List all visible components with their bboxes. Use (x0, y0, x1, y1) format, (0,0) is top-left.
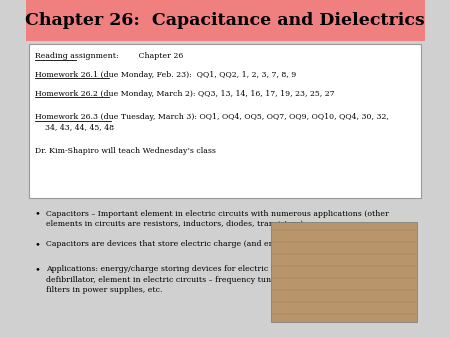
Text: Homework 26.3 (due Tuesday, March 3): OQ1, OQ4, OQ5, OQ7, OQ9, OQ10, QQ4, 30, 32: Homework 26.3 (due Tuesday, March 3): OQ… (36, 113, 389, 131)
Text: Homework 26.1 (due Monday, Feb. 23):  QQ1, QQ2, 1, 2, 3, 7, 8, 9: Homework 26.1 (due Monday, Feb. 23): QQ1… (36, 71, 297, 79)
Text: Capacitors are devices that store electric charge (and energy): Capacitors are devices that store electr… (46, 240, 295, 248)
Text: Applications: energy/charge storing devices for electric flashes,
defibrillator,: Applications: energy/charge storing devi… (46, 265, 324, 294)
Bar (30, 44, 420, 198)
Text: Chapter 26:  Capacitance and Dielectrics: Chapter 26: Capacitance and Dielectrics (25, 12, 425, 29)
Bar (26, 0, 424, 41)
Text: Capacitors – Important element in electric circuits with numerous applications (: Capacitors – Important element in electr… (46, 210, 389, 228)
Text: Homework 26.2 (due Monday, March 2): QQ3, 13, 14, 16, 17, 19, 23, 25, 27: Homework 26.2 (due Monday, March 2): QQ3… (36, 90, 335, 98)
Text: •: • (34, 240, 40, 249)
Bar (271, 222, 417, 322)
Text: Reading assignment:        Chapter 26: Reading assignment: Chapter 26 (36, 52, 184, 61)
Text: •: • (34, 210, 40, 219)
Text: Dr. Kim-Shapiro will teach Wednesday’s class: Dr. Kim-Shapiro will teach Wednesday’s c… (36, 147, 216, 155)
Text: •: • (34, 265, 40, 274)
